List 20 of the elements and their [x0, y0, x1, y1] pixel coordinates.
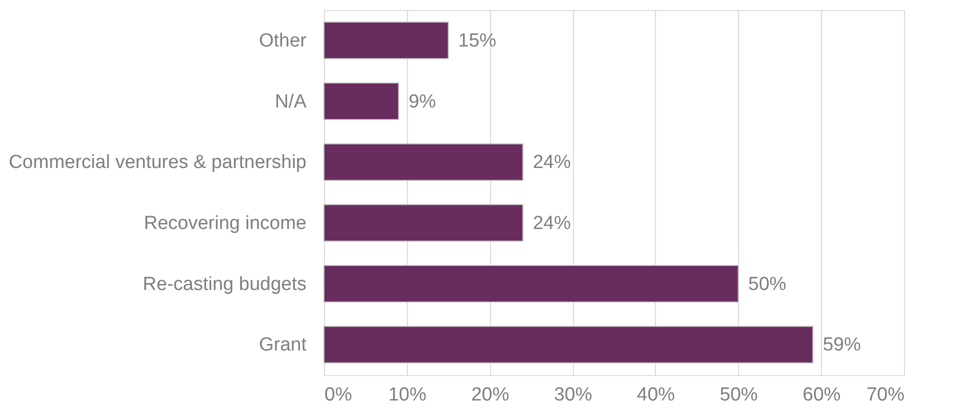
x-tick-label: 40% [636, 384, 676, 406]
y-tick-label: N/A [274, 91, 307, 112]
y-tick-label: Re-casting budgets [142, 274, 306, 295]
y-tick-label: Recovering income [144, 212, 306, 234]
data-label: 59% [822, 334, 861, 356]
data-label: 24% [532, 212, 571, 234]
x-tick-label: 30% [554, 384, 592, 406]
y-tick-label: Grant [258, 334, 308, 356]
y-tick-label: Commercial ventures & partnership [8, 152, 306, 174]
x-tick-label: 20% [471, 384, 510, 406]
x-tick-label: 50% [720, 384, 758, 406]
x-tick-label: 10% [388, 384, 426, 406]
x-tick-label: 0% [324, 384, 352, 406]
data-label: 15% [458, 30, 496, 52]
y-tick-label: Other [258, 30, 308, 52]
x-tick-label: 70% [866, 384, 905, 406]
x-tick-label: 60% [802, 384, 841, 406]
data-label: 50% [748, 274, 786, 295]
data-label: 24% [532, 152, 571, 174]
data-label: 9% [408, 91, 436, 112]
